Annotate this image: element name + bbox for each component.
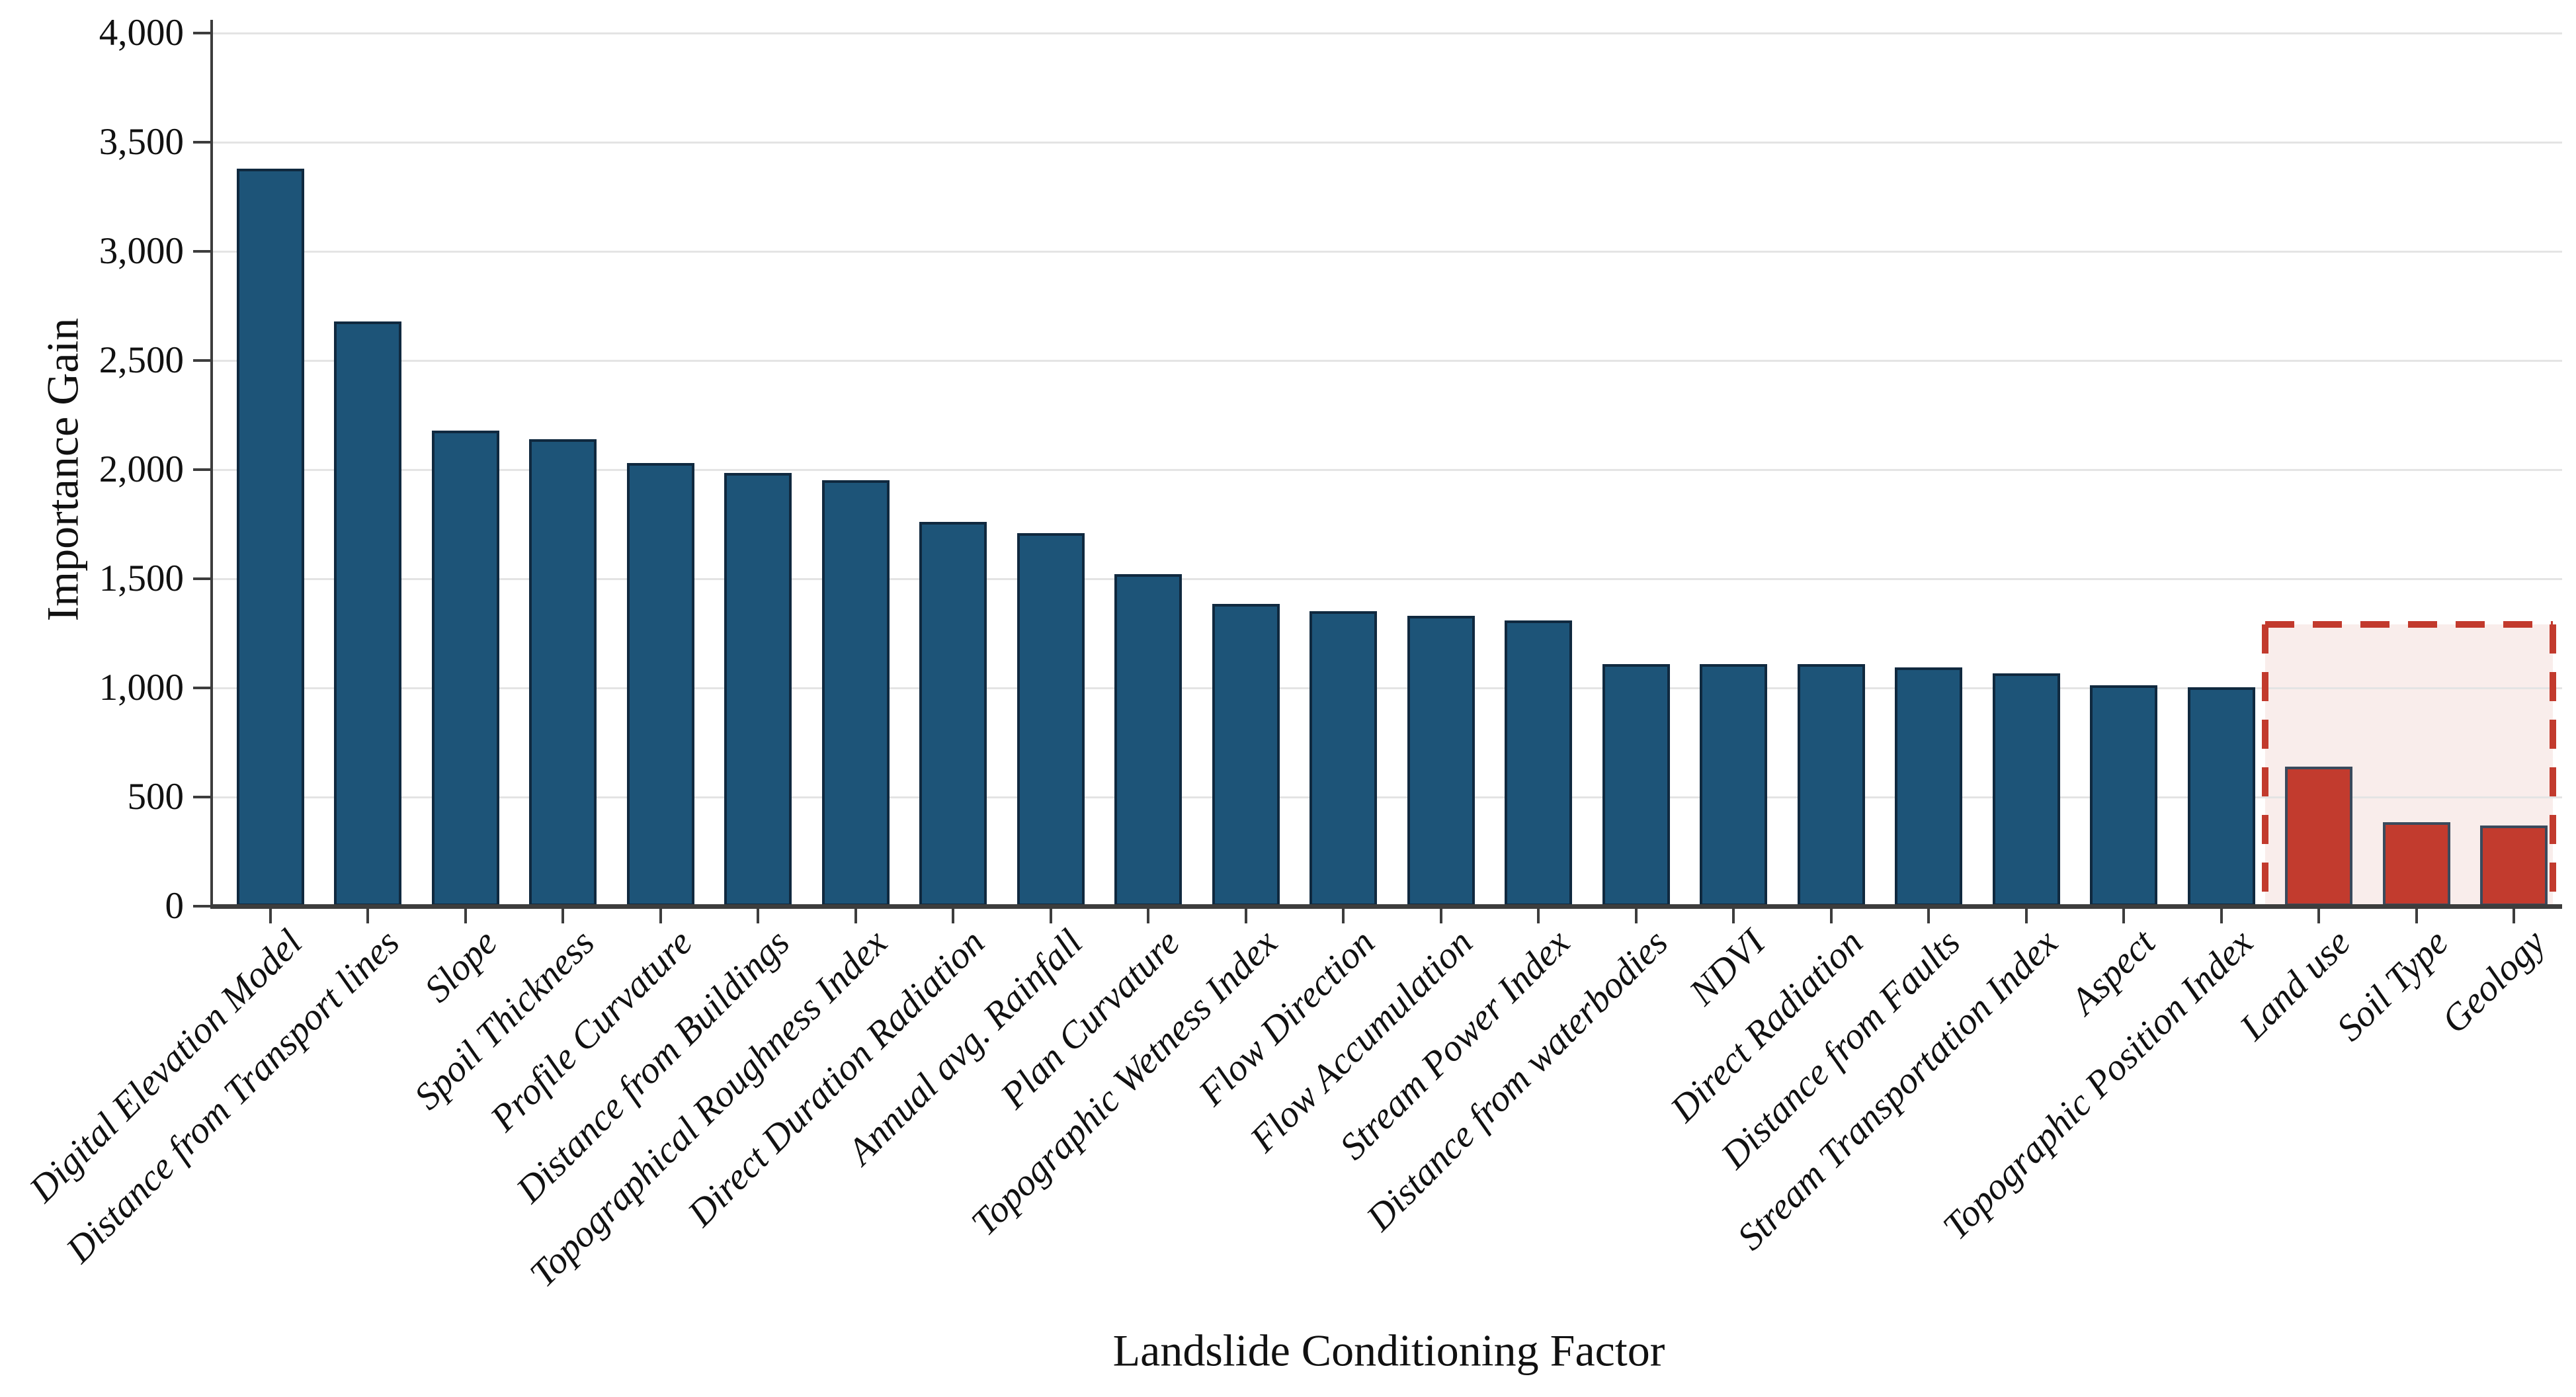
x-tick-6 — [854, 909, 857, 923]
x-tick-17 — [1927, 909, 1930, 923]
y-tick-label-1000: 1,000 — [99, 667, 184, 708]
x-tick-2 — [464, 909, 467, 923]
bar-flow-direction — [1309, 611, 1377, 906]
bar-stream-power-index — [1505, 620, 1572, 906]
x-tick-5 — [757, 909, 759, 923]
x-tick-9 — [1147, 909, 1149, 923]
x-tick-7 — [952, 909, 954, 923]
x-tick-10 — [1245, 909, 1247, 923]
bar-land-use — [2285, 767, 2352, 906]
bar-topographic-wetness-index — [1212, 604, 1280, 906]
gridline-3500 — [213, 142, 2562, 144]
y-tick-2000 — [193, 468, 210, 471]
x-axis-title: Landslide Conditioning Factor — [1112, 1325, 1665, 1376]
bar-distance-from-buildings — [724, 473, 792, 906]
bar-stream-transportation-index — [1993, 673, 2060, 906]
y-tick-label-2000: 2,000 — [99, 448, 184, 490]
y-tick-label-3500: 3,500 — [99, 121, 184, 163]
bar-flow-accumulation — [1407, 616, 1475, 906]
bar-distance-from-waterbodies — [1602, 664, 1670, 906]
x-tick-21 — [2317, 909, 2320, 923]
bar-geology — [2480, 826, 2548, 906]
highlight-box-border-top — [2265, 621, 2553, 628]
y-tick-label-3000: 3,000 — [99, 230, 184, 272]
x-tick-19 — [2122, 909, 2125, 923]
bar-distance-from-transport-lines — [334, 321, 401, 906]
x-tick-14 — [1635, 909, 1638, 923]
gridline-3000 — [213, 251, 2562, 253]
y-tick-500 — [193, 796, 210, 798]
y-tick-1500 — [193, 577, 210, 580]
x-tick-13 — [1537, 909, 1540, 923]
bar-ndvi — [1700, 664, 1767, 906]
bar-annual-avg-rainfall — [1017, 533, 1085, 906]
x-tick-1 — [366, 909, 369, 923]
y-tick-2500 — [193, 359, 210, 362]
bar-plan-curvature — [1114, 574, 1182, 906]
y-tick-3500 — [193, 141, 210, 144]
y-tick-label-1500: 1,500 — [99, 558, 184, 599]
bar-soil-type — [2383, 822, 2450, 906]
bar-distance-from-faults — [1895, 667, 1962, 906]
highlight-box-border-right — [2550, 624, 2556, 906]
bar-spoil-thickness — [529, 439, 597, 906]
x-tick-18 — [2025, 909, 2028, 923]
bar-aspect — [2090, 685, 2157, 906]
bar-profile-curvature — [627, 463, 694, 906]
gridline-1000 — [213, 687, 2562, 689]
y-tick-label-2500: 2,500 — [99, 339, 184, 381]
x-tick-15 — [1732, 909, 1735, 923]
x-tick-0 — [269, 909, 272, 923]
y-tick-0 — [193, 905, 210, 908]
x-tick-3 — [561, 909, 564, 923]
gridline-1500 — [213, 578, 2562, 580]
bar-direct-duration-radiation — [919, 522, 987, 906]
x-tick-22 — [2415, 909, 2418, 923]
x-tick-20 — [2220, 909, 2223, 923]
bar-topographic-position-index — [2188, 687, 2255, 906]
x-tick-12 — [1440, 909, 1442, 923]
x-tick-16 — [1830, 909, 1833, 923]
y-tick-label-4000: 4,000 — [99, 12, 184, 54]
gridline-2000 — [213, 469, 2562, 471]
bar-digital-elevation-model — [237, 169, 304, 906]
x-tick-23 — [2513, 909, 2515, 923]
x-tick-4 — [659, 909, 662, 923]
y-tick-3000 — [193, 250, 210, 253]
y-tick-1000 — [193, 687, 210, 689]
bar-direct-radiation — [1798, 664, 1865, 906]
y-tick-4000 — [193, 32, 210, 34]
gridline-4000 — [213, 32, 2562, 34]
gridline-500 — [213, 796, 2562, 798]
highlight-box-border-left — [2262, 624, 2268, 906]
bar-topographical-roughness-index — [822, 480, 890, 906]
bar-slope — [432, 431, 499, 906]
y-tick-label-500: 500 — [127, 776, 185, 818]
x-axis-spine — [210, 904, 2562, 909]
gridline-2500 — [213, 360, 2562, 362]
x-tick-8 — [1050, 909, 1052, 923]
y-tick-label-0: 0 — [165, 885, 185, 927]
y-axis-spine — [210, 20, 213, 909]
x-tick-11 — [1342, 909, 1345, 923]
